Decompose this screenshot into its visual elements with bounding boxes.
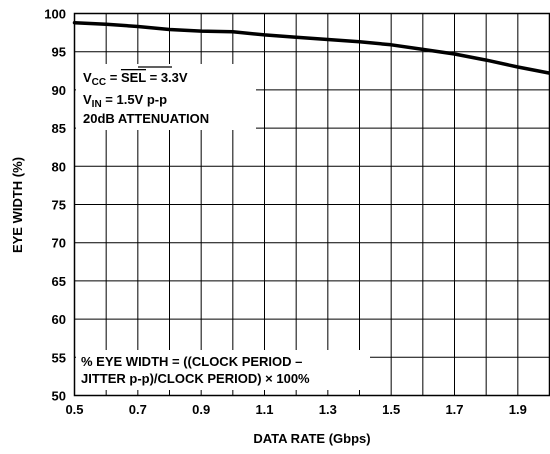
formula-box <box>76 350 370 390</box>
x-tick-label: 0.5 <box>65 402 83 417</box>
y-tick-label: 75 <box>52 198 66 213</box>
y-tick-label: 80 <box>52 159 66 174</box>
y-tick-label: 85 <box>52 121 66 136</box>
condition-attenuation-line: 20dB ATTENUATION <box>83 111 209 126</box>
y-tick-labels: 50 55 60 65 70 75 80 85 90 95 100 <box>44 7 66 404</box>
x-tick-labels: 0.5 0.7 0.9 1.1 1.3 1.5 1.7 1.9 <box>65 402 526 417</box>
x-tick-label: 1.3 <box>319 402 337 417</box>
y-tick-label: 50 <box>52 389 66 404</box>
vin-symbol: V <box>83 92 92 107</box>
series-layer <box>72 20 550 75</box>
vcc-value: = 3.3V <box>146 70 188 85</box>
eye-width-curve <box>72 20 550 75</box>
x-axis-title: DATA RATE (Gbps) <box>253 431 370 446</box>
x-tick-label: 0.9 <box>192 402 210 417</box>
condition-vcc-line: VCC = SEL = 3.3V <box>83 70 188 88</box>
y-axis-title: EYE WIDTH (%) <box>10 157 25 253</box>
x-tick-label: 1.5 <box>382 402 400 417</box>
vin-subscript: IN <box>92 99 102 110</box>
x-tick-label: 1.7 <box>445 402 463 417</box>
formula-line-2: JITTER p-p)/CLOCK PERIOD) × 100% <box>81 371 310 386</box>
x-tick-label: 0.7 <box>129 402 147 417</box>
x-tick-label: 1.9 <box>509 402 527 417</box>
y-tick-label: 100 <box>44 7 66 22</box>
y-tick-label: 55 <box>52 350 66 365</box>
y-tick-label: 90 <box>52 83 66 98</box>
formula-line-1: % EYE WIDTH = ((CLOCK PERIOD – <box>81 354 302 369</box>
vcc-equals: = <box>106 70 121 85</box>
y-tick-label: 60 <box>52 312 66 327</box>
y-tick-label: 70 <box>52 236 66 251</box>
sel-overlined: SEL <box>121 70 146 85</box>
y-tick-label: 95 <box>52 45 66 60</box>
vcc-symbol: V <box>83 70 92 85</box>
y-tick-label: 65 <box>52 274 66 289</box>
vin-value: = 1.5V p-p <box>102 92 167 107</box>
conditions-box <box>76 64 256 130</box>
condition-vin-line: VIN = 1.5V p-p <box>83 92 167 110</box>
x-tick-label: 1.1 <box>255 402 273 417</box>
vcc-subscript: CC <box>92 77 106 88</box>
